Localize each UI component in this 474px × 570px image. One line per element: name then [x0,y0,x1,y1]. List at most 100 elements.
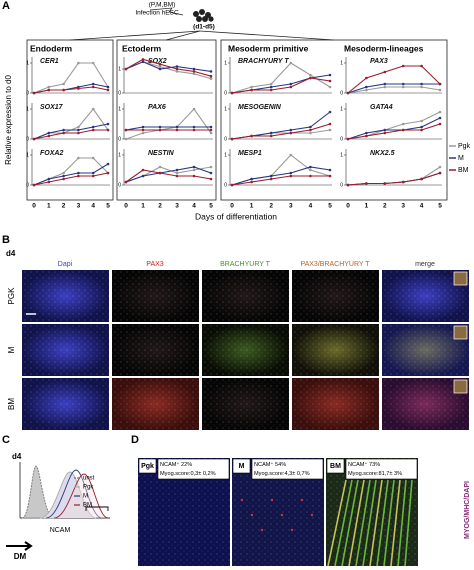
data-point [141,60,145,64]
x-axis-label: Days of differentiation [195,211,277,221]
data-point [269,85,273,89]
series-line [231,175,330,186]
y-tick-label: 1 [340,60,343,66]
gene-name: FOXA2 [40,150,63,157]
data-point [420,128,423,132]
data-point [401,82,405,86]
data-point [175,70,179,73]
data-point [62,177,65,181]
data-point [62,174,65,178]
data-point [141,58,145,61]
y-tick-label: 1 [26,60,29,66]
micrograph-texture [202,324,289,376]
x-tick-label: 4 [309,203,313,210]
data-point [91,61,95,65]
curve-m [45,469,103,519]
series-line [125,169,212,183]
y-tick-label: 0 [340,182,343,188]
data-point [192,107,196,111]
ncam-value: NCAM⁺ 54% [254,461,286,468]
x-tick-label: 2 [269,203,273,210]
x-tick-label: 5 [328,203,332,210]
row-label: M [7,346,16,353]
series-line [33,123,109,140]
x-tick-label: 4 [192,203,196,210]
x-tick-label: 1 [365,203,369,210]
micrograph-texture [112,378,199,430]
group-title: Mesoderm primitive [228,43,309,53]
data-point [47,134,51,138]
gene-name: BRACHYURY T [238,58,289,65]
data-point [309,174,312,178]
data-point [209,70,213,73]
data-point [438,82,442,86]
data-point [420,82,423,86]
series-line [33,163,109,186]
data-point [91,85,95,89]
data-point [346,183,350,187]
data-point [158,171,162,175]
gene-name: MESOGENIN [238,104,282,111]
y-tick-label: 1 [26,152,29,158]
data-point [62,82,65,86]
cell-icon [149,7,214,22]
data-point [141,174,145,178]
data-point [328,128,332,132]
y-tick-label: 1 [118,66,121,72]
data-point [91,82,95,86]
channel-header: PAX3 [146,261,163,268]
series-line [347,65,441,94]
data-point [192,168,196,172]
name-box [232,458,251,474]
series-line [231,166,331,186]
fan-line [199,30,335,41]
data-point [309,125,312,129]
data-point [124,137,128,141]
data-point [250,180,253,184]
micrograph-texture [112,270,199,322]
series-line [231,123,331,140]
data-point [289,82,293,86]
series-line [347,172,441,186]
x-tick-label: 5 [438,203,442,210]
inset [453,325,468,340]
myotube [404,479,413,567]
data-point [309,128,312,132]
y-tick-label: 0 [340,136,343,142]
curve-pgk [39,471,97,519]
data-point [269,82,273,86]
data-point [383,82,387,86]
y-tick-label: 0 [224,90,227,96]
x-tick-label: 3 [401,203,405,210]
data-point [289,61,293,65]
series-line [33,62,109,94]
data-point [365,88,368,92]
data-point [209,125,213,129]
y-tick-label: 0 [118,182,121,188]
data-point [250,85,253,89]
data-point [141,125,145,129]
data-point [106,162,110,166]
micrograph-texture [202,270,289,322]
data-point [438,165,442,169]
day-label: d4 [6,249,16,258]
myotube [383,479,395,567]
myotube [348,479,365,567]
data-point [365,85,368,89]
data-point [124,67,128,71]
fan-line [165,30,201,41]
x-axis-label: NCAM [50,527,71,534]
gene-name: GATA4 [370,104,393,111]
data-point [192,70,196,73]
data-point [77,174,80,178]
x-tick-label: 4 [91,203,95,210]
days: (d1-d5) [193,24,215,31]
x-tick-label: 0 [230,203,234,210]
gene-name: CER1 [40,58,59,65]
legend-label: BM [458,167,469,174]
data-point [91,107,95,111]
data-point [269,134,273,138]
micrograph-texture [292,270,379,322]
data-point [438,116,442,120]
series-line [33,172,109,186]
